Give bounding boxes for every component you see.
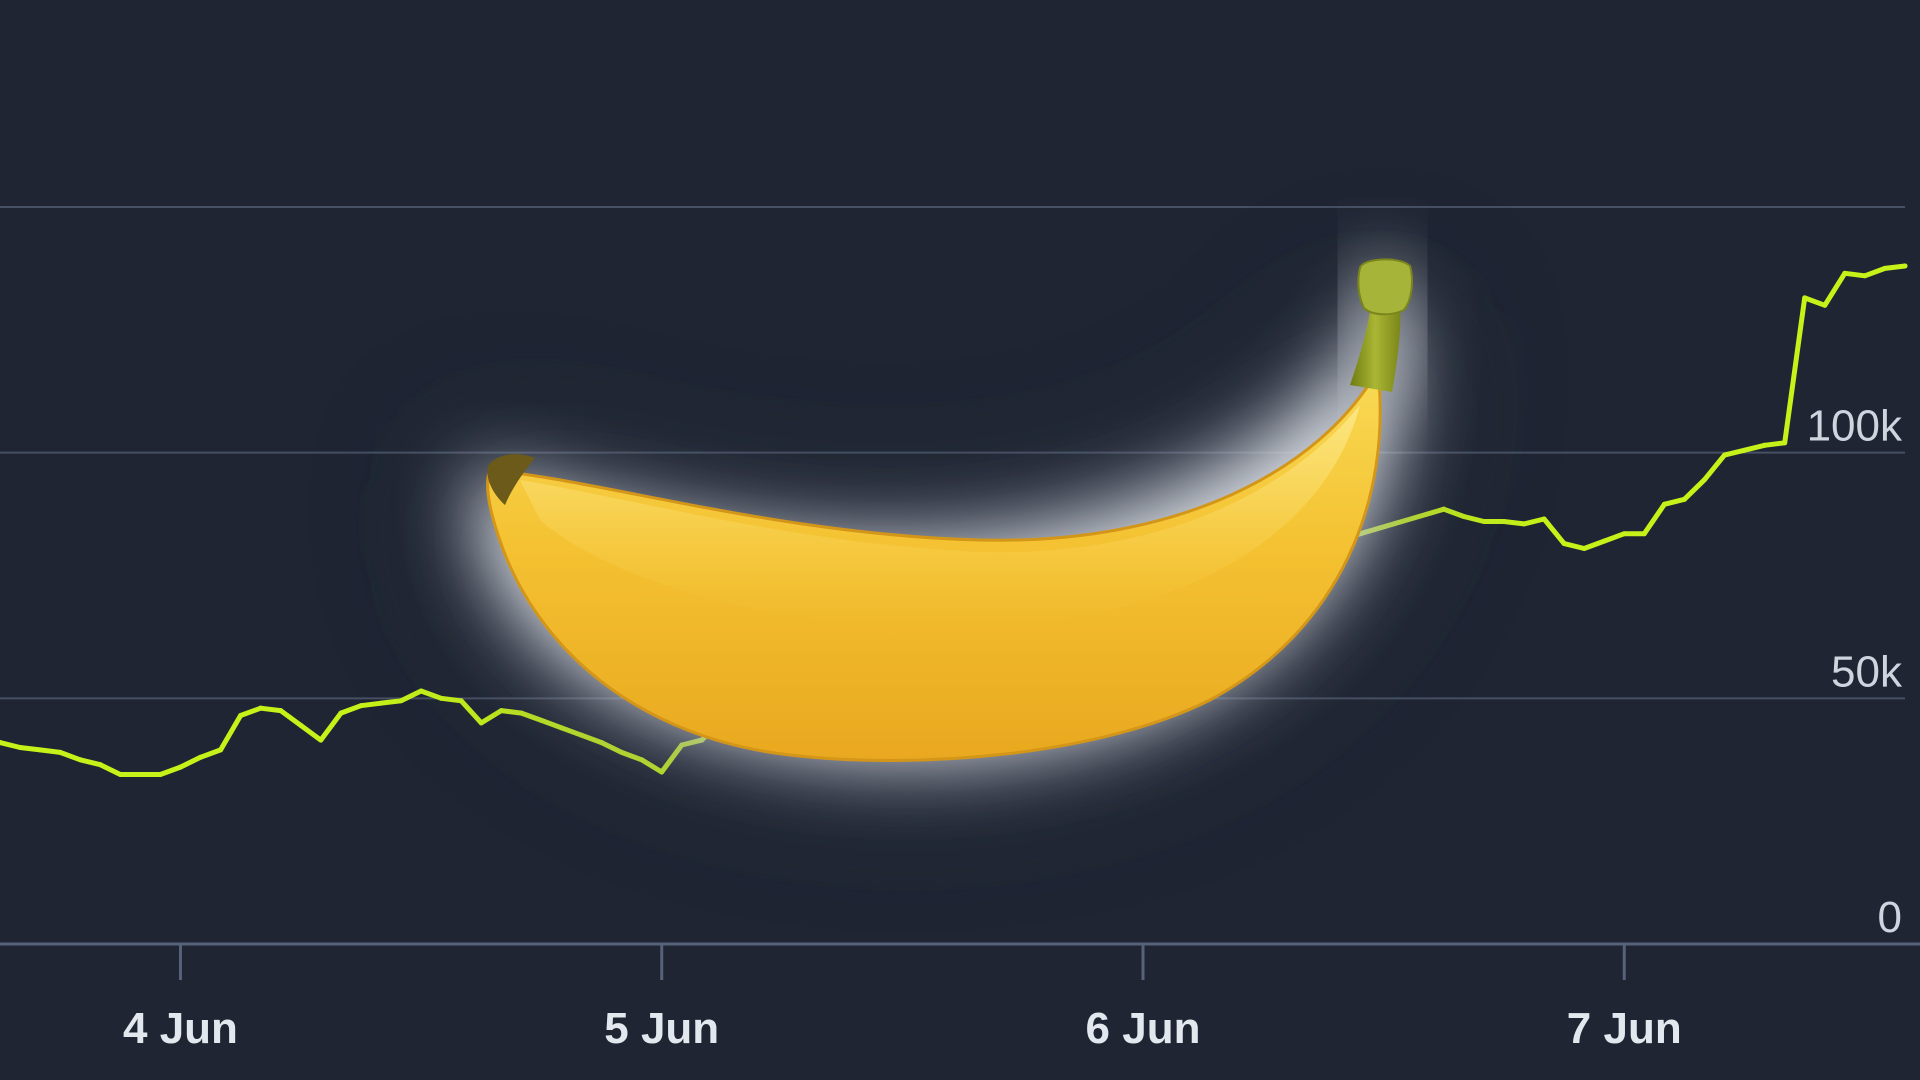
data-point	[278, 708, 284, 714]
data-point	[1501, 518, 1507, 524]
data-point	[1481, 518, 1487, 524]
y-tick-label: 50k	[1831, 647, 1903, 696]
data-point	[639, 757, 645, 763]
data-point	[458, 698, 464, 704]
data-point	[1441, 506, 1447, 512]
series-line-layer	[0, 263, 1908, 777]
data-point	[478, 720, 484, 726]
data-point	[1902, 263, 1908, 269]
data-point	[198, 754, 204, 760]
data-point	[1521, 521, 1527, 527]
y-tick-label: 100k	[1807, 402, 1903, 451]
data-point	[1461, 514, 1467, 520]
series-line	[0, 263, 1908, 777]
data-point	[218, 747, 224, 753]
data-point	[1601, 538, 1607, 544]
data-point	[57, 749, 63, 755]
data-point	[538, 717, 544, 723]
data-point	[1581, 545, 1587, 551]
data-point	[1842, 270, 1848, 276]
data-point	[97, 762, 103, 768]
data-point	[0, 740, 3, 746]
data-point	[1742, 447, 1748, 453]
data-point	[17, 744, 23, 750]
data-point	[37, 747, 43, 753]
data-point	[1802, 295, 1808, 301]
data-point	[438, 695, 444, 701]
data-point	[418, 688, 424, 694]
data-point	[558, 725, 564, 731]
data-point	[137, 771, 143, 777]
data-point	[318, 737, 324, 743]
x-tick-label: 7 Jun	[1567, 1004, 1682, 1053]
data-point	[378, 700, 384, 706]
data-point	[338, 710, 344, 716]
data-point	[679, 742, 685, 748]
banana-icon	[466, 258, 1413, 762]
data-point	[157, 771, 163, 777]
data-point	[398, 698, 404, 704]
data-point	[1882, 265, 1888, 271]
data-point	[518, 710, 524, 716]
data-point	[1641, 531, 1647, 537]
data-point	[1822, 302, 1828, 308]
x-tick-label: 4 Jun	[123, 1004, 238, 1053]
axes: 0 50k 100k 4 Jun 5 Jun 6 Jun 7 Jun	[0, 402, 1920, 1053]
data-point	[1862, 273, 1868, 279]
data-point	[238, 713, 244, 719]
data-point	[579, 732, 585, 738]
data-point	[1541, 516, 1547, 522]
data-point	[498, 708, 504, 714]
data-point	[699, 737, 705, 743]
data-point	[619, 749, 625, 755]
data-point	[298, 722, 304, 728]
data-point	[659, 769, 665, 775]
data-point	[117, 771, 123, 777]
data-point	[1681, 496, 1687, 502]
data-point	[1561, 541, 1567, 547]
data-point	[1621, 531, 1627, 537]
data-point	[1762, 442, 1768, 448]
x-tick-label: 6 Jun	[1086, 1004, 1201, 1053]
data-point	[258, 705, 264, 711]
data-point	[1782, 440, 1788, 446]
y-tick-label: 0	[1878, 893, 1902, 942]
data-point	[77, 757, 83, 763]
data-point	[177, 764, 183, 770]
data-point	[1701, 477, 1707, 483]
data-point	[1722, 452, 1728, 458]
x-tick-label: 5 Jun	[604, 1004, 719, 1053]
data-point	[1661, 501, 1667, 507]
data-point	[358, 703, 364, 709]
data-point	[599, 740, 605, 746]
